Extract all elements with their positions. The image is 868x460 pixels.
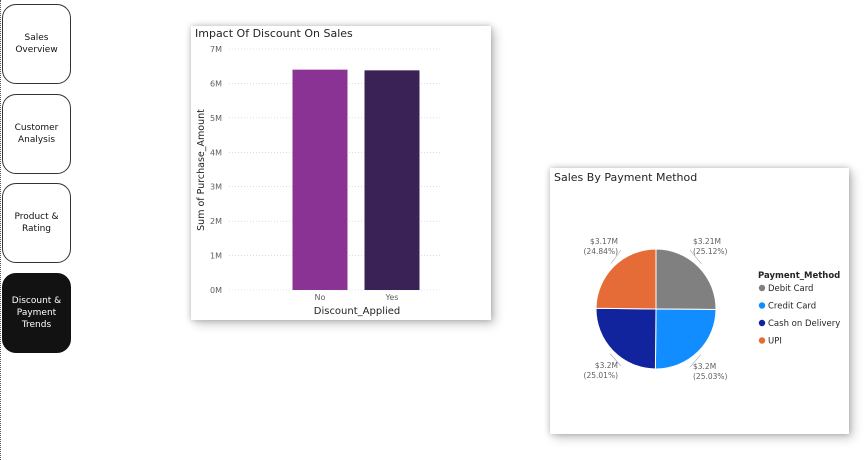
pie-data-percent: (25.01%) [584,371,619,380]
y-tick-label: 7M [210,45,222,54]
pie-chart-title: Sales By Payment Method [554,171,698,184]
legend-item-upi[interactable]: UPI [768,337,782,347]
legend-marker [758,284,766,292]
nav-button-discount-payment-trends[interactable]: Discount & Payment Trends [2,273,71,353]
legend-marker [758,337,766,344]
y-axis-title: Sum of Purchase_Amount [196,109,207,231]
pie-slice-cash-on-delivery[interactable] [595,307,657,370]
y-tick-label: 5M [210,114,222,123]
legend-marker [758,302,766,309]
nav-button-customer-analysis[interactable]: Customer Analysis [2,94,71,174]
legend-title: Payment_Method [758,271,840,281]
payment-pie-chart-visual[interactable]: Sales By Payment Method $3.21M (25.12%) $3… [550,168,849,434]
nav-button-label: Sales Overview [15,33,58,55]
pie-chart: $3.21M(25.12%)$3.2M(25.03%)$3.2M(25.01%)… [584,237,841,381]
pie-data-label: $3.2M [595,361,618,370]
nav-button-label: Product & Rating [14,212,59,234]
y-tick-label: 1M [210,252,222,261]
pie-leader-line [689,354,702,368]
legend-item-credit-card[interactable]: Credit Card [768,302,816,312]
nav-button-label: Discount & Payment Trends [11,296,62,330]
bar-yes[interactable] [364,70,420,290]
y-tick-label: 2M [210,217,222,226]
x-axis-title: Discount_Applied [314,306,401,317]
bar-chart-title: Impact Of Discount On Sales [195,27,353,40]
nav-button-sales-overview[interactable]: Sales Overview [2,4,71,84]
pie-data-percent: (25.03%) [693,372,728,381]
pie-data-percent: (24.84%) [584,247,619,256]
pie-data-label: $3.2M [693,362,716,371]
nav-button-label: Customer Analysis [14,123,59,145]
y-tick-label: 6M [210,79,222,88]
pie-data-label: $3.17M [590,237,618,246]
pie-slice-upi[interactable] [595,248,657,310]
pie-leader-line [610,249,622,264]
bar-chart: 0M 1M 2M 3M 4M 5M 6M 7M No Yes Discount_Applied Sum… [196,45,441,317]
bar-no[interactable] [292,69,348,291]
pie-slice-credit-card[interactable] [654,308,717,370]
pie-leader-line [610,353,622,367]
x-tick-label: Yes [385,293,399,302]
pie-data-label: $3.21M [693,237,721,246]
y-tick-label: 3M [210,183,222,192]
y-tick-label: 0M [210,286,222,295]
pie-leader-line [689,249,702,265]
legend-item-debit-card[interactable]: Debit Card [768,284,813,294]
x-tick-label: No [315,293,326,302]
y-tick-label: 4M [210,148,222,157]
discount-bar-chart-visual[interactable]: Impact Of Discount On Sales 0M 1M 2M 3M 4M 5M… [191,26,491,320]
legend-item-cash-on-delivery[interactable]: Cash on Delivery [768,319,840,329]
pie-data-percent: (25.12%) [693,247,728,256]
nav-button-product-rating[interactable]: Product & Rating [2,183,71,263]
pie-slice-debit-card[interactable] [655,248,717,310]
page-left-border [0,0,2,460]
legend-marker [758,319,766,327]
